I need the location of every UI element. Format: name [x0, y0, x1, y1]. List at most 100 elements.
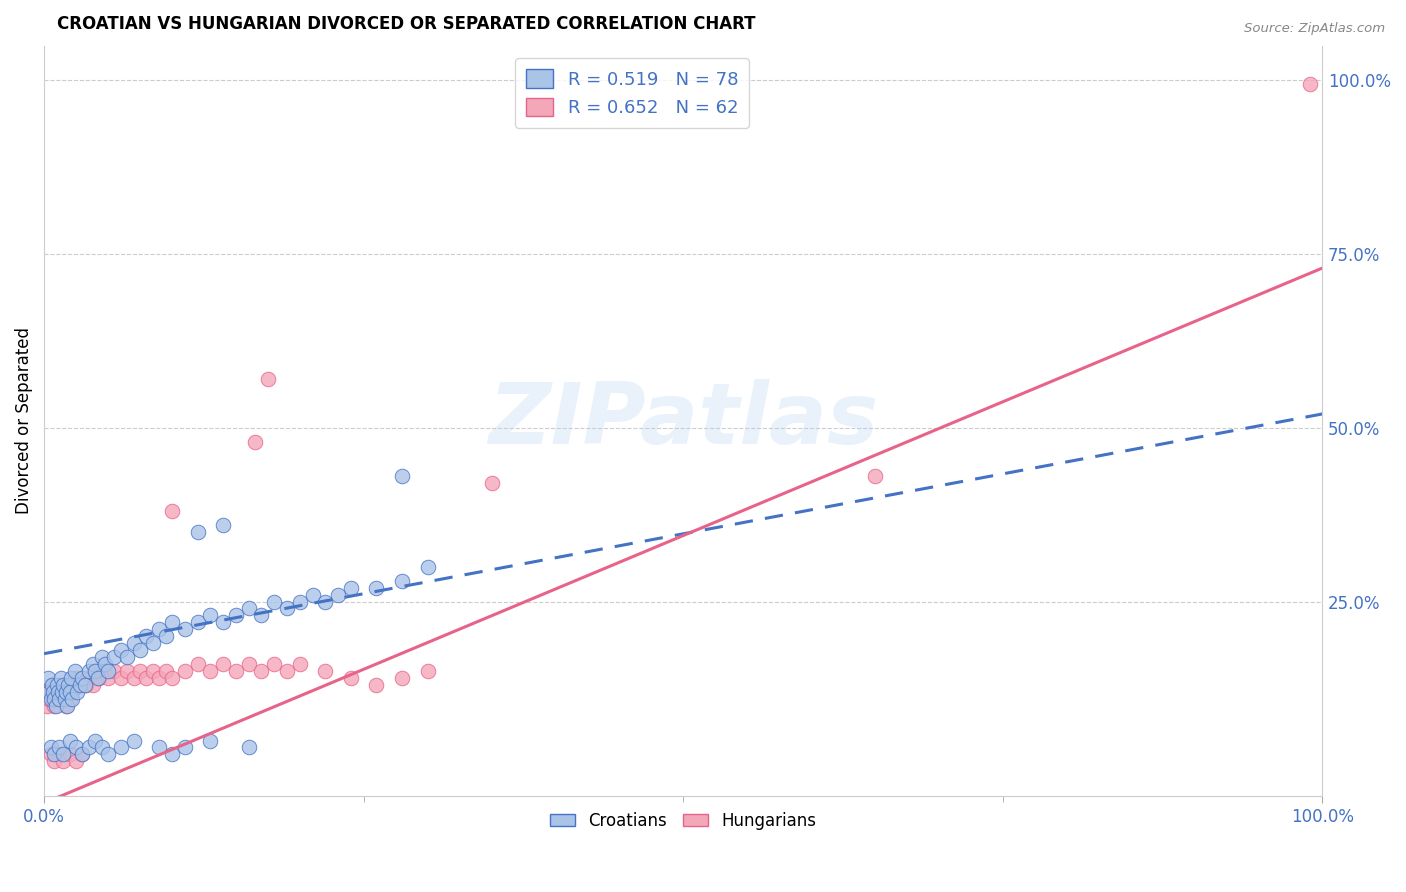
Point — [91, 664, 114, 678]
Point — [38, 691, 60, 706]
Point — [39, 740, 62, 755]
Point — [48, 678, 70, 692]
Point — [45, 678, 67, 692]
Point — [66, 671, 89, 685]
Point — [39, 678, 62, 692]
Point — [46, 685, 69, 699]
Point — [148, 740, 170, 755]
Point — [340, 581, 363, 595]
Point — [65, 740, 87, 755]
Point — [65, 755, 87, 769]
Point — [87, 671, 110, 685]
Point — [45, 698, 67, 713]
Point — [44, 755, 66, 769]
Point — [37, 671, 59, 685]
Point — [41, 678, 63, 692]
Point — [77, 664, 100, 678]
Point — [69, 678, 91, 692]
Point — [75, 678, 97, 692]
Point — [59, 747, 82, 762]
Point — [160, 504, 183, 518]
Point — [37, 685, 59, 699]
Point — [366, 581, 388, 595]
Point — [256, 372, 278, 386]
Point — [39, 747, 62, 762]
Point — [46, 685, 69, 699]
Point — [200, 664, 222, 678]
Point — [391, 574, 413, 588]
Point — [52, 691, 75, 706]
Point — [45, 685, 67, 699]
Point — [416, 664, 439, 678]
Point — [863, 469, 886, 483]
Point — [173, 664, 195, 678]
Point — [238, 740, 260, 755]
Point — [94, 657, 117, 671]
Point — [69, 678, 91, 692]
Point — [82, 678, 104, 692]
Point — [135, 671, 157, 685]
Point — [110, 643, 132, 657]
Point — [52, 747, 75, 762]
Point — [49, 691, 72, 706]
Point — [72, 671, 94, 685]
Point — [84, 733, 107, 747]
Point — [288, 657, 311, 671]
Point — [84, 664, 107, 678]
Point — [55, 685, 77, 699]
Point — [72, 747, 94, 762]
Point — [77, 671, 100, 685]
Point — [391, 671, 413, 685]
Point — [135, 629, 157, 643]
Point — [416, 559, 439, 574]
Point — [129, 664, 152, 678]
Point — [243, 434, 266, 449]
Point — [326, 588, 349, 602]
Point — [72, 747, 94, 762]
Point — [59, 685, 82, 699]
Point — [160, 671, 183, 685]
Point — [110, 740, 132, 755]
Point — [288, 594, 311, 608]
Point — [44, 747, 66, 762]
Point — [186, 657, 208, 671]
Point — [77, 740, 100, 755]
Point — [301, 588, 323, 602]
Point — [52, 678, 75, 692]
Point — [160, 747, 183, 762]
Point — [110, 671, 132, 685]
Point — [173, 623, 195, 637]
Point — [38, 685, 60, 699]
Text: ZIPatlas: ZIPatlas — [488, 379, 879, 462]
Point — [314, 594, 336, 608]
Point — [56, 698, 79, 713]
Point — [160, 615, 183, 630]
Point — [59, 691, 82, 706]
Point — [212, 518, 235, 533]
Point — [250, 664, 273, 678]
Point — [82, 657, 104, 671]
Text: Source: ZipAtlas.com: Source: ZipAtlas.com — [1244, 22, 1385, 36]
Point — [87, 671, 110, 685]
Point — [366, 678, 388, 692]
Point — [45, 691, 67, 706]
Point — [186, 615, 208, 630]
Point — [63, 664, 86, 678]
Point — [142, 664, 165, 678]
Point — [44, 698, 66, 713]
Point — [276, 664, 298, 678]
Point — [72, 671, 94, 685]
Point — [263, 657, 285, 671]
Point — [51, 685, 73, 699]
Point — [212, 657, 235, 671]
Point — [42, 691, 65, 706]
Point — [129, 643, 152, 657]
Point — [391, 469, 413, 483]
Point — [103, 664, 125, 678]
Point — [42, 685, 65, 699]
Point — [155, 629, 177, 643]
Point — [53, 691, 76, 706]
Point — [90, 650, 112, 665]
Point — [314, 664, 336, 678]
Point — [66, 685, 89, 699]
